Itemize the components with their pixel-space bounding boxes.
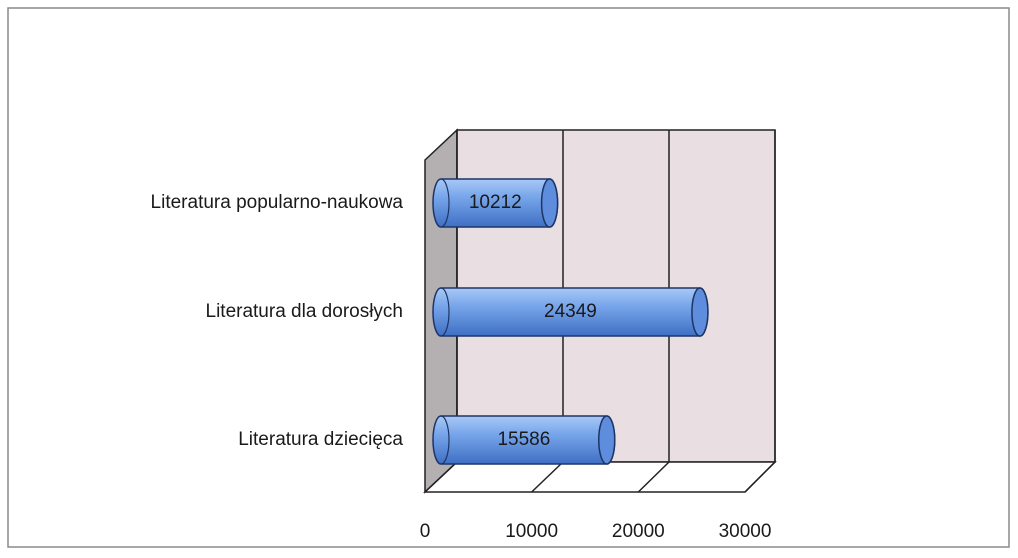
x-tick-label: 30000 <box>719 521 772 542</box>
floor <box>423 461 777 493</box>
data-label: 15586 <box>497 429 550 450</box>
x-tick-label: 0 <box>420 521 431 542</box>
y-tick-label: Literatura popularno-naukowa <box>151 192 404 213</box>
grid-line <box>424 461 458 493</box>
y-tick-label: Literatura dziecięca <box>238 429 403 450</box>
bar-edge <box>440 178 450 228</box>
x-tick-label: 10000 <box>505 521 558 542</box>
bar-cap <box>691 287 709 337</box>
bar-edge <box>440 415 450 465</box>
x-tick-label: 20000 <box>612 521 665 542</box>
grid-line <box>531 461 564 493</box>
grid-line <box>744 461 776 493</box>
bar-cap <box>597 415 616 465</box>
data-label: 24349 <box>544 301 597 322</box>
grid-line <box>637 461 670 493</box>
y-tick-label: Literatura dla dorosłych <box>206 301 404 322</box>
bar-cap <box>540 178 559 228</box>
data-label: 10212 <box>469 192 522 213</box>
bar-edge <box>440 287 450 337</box>
